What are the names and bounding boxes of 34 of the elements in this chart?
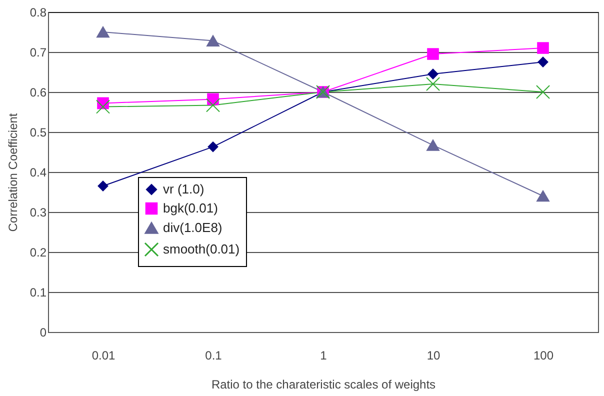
legend-label: smooth(0.01) <box>163 242 240 256</box>
legend-label: bgk(0.01) <box>163 200 218 216</box>
y-tick-label: 0.6 <box>30 86 47 100</box>
y-axis-title: Correlation Coefficient <box>6 112 20 232</box>
legend-label: div(1.0E8) <box>163 220 222 235</box>
y-tick-label: 0 <box>40 326 47 340</box>
y-tick-label: 0.2 <box>30 246 47 260</box>
point <box>98 180 108 192</box>
point <box>427 48 439 60</box>
y-tick-label: 0.4 <box>30 166 47 180</box>
point <box>426 76 440 92</box>
legend-label: vr (1.0) <box>163 182 204 196</box>
y-tick-label: 0.8 <box>30 6 47 20</box>
x-tick-label: 1 <box>320 348 328 362</box>
point <box>538 56 548 68</box>
y-tick-label: 0.7 <box>30 46 47 60</box>
point <box>537 42 549 54</box>
point <box>426 140 440 151</box>
x-tick-label: 0.1 <box>205 348 222 362</box>
point <box>206 98 220 112</box>
point <box>536 84 550 100</box>
point <box>96 100 110 114</box>
point <box>96 26 110 38</box>
x-tick-label: 10 <box>426 348 440 362</box>
x-axis-title: Ratio to the charateristic scales of weights <box>211 378 436 392</box>
point <box>208 142 218 152</box>
y-tick-label: 0.3 <box>30 206 47 220</box>
point <box>536 190 550 202</box>
point <box>428 68 438 80</box>
x-tick-label: 0.01 <box>92 348 116 362</box>
x-tick-label: 100 <box>533 348 554 362</box>
y-tick-label: 0.5 <box>30 126 47 140</box>
y-tick-label: 0.1 <box>30 286 47 300</box>
point <box>206 35 220 46</box>
